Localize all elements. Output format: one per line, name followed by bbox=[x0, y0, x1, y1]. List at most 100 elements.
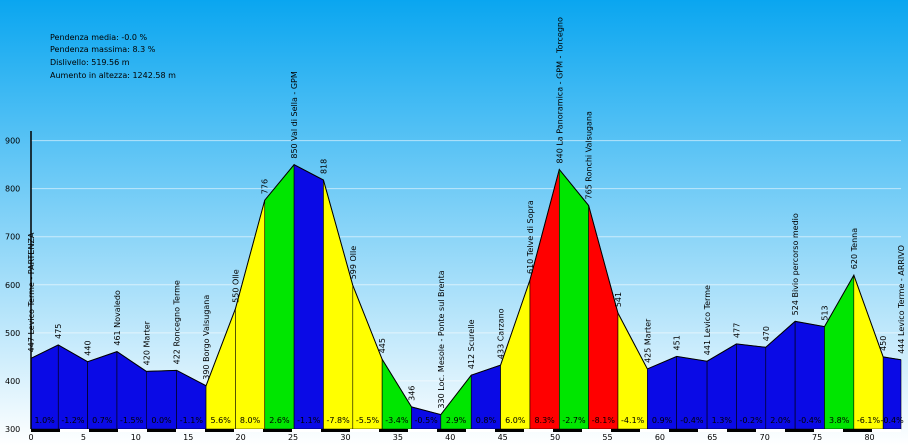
x-axis-scale-block bbox=[756, 429, 785, 432]
x-axis-scale-block bbox=[727, 429, 756, 432]
grade-labels: 1.0% -1.2% 0.7% -1.5% 0.0% -1.1% 5.6% 8.0% 2.6% -… bbox=[34, 416, 904, 425]
x-tick-label: 25 bbox=[288, 433, 298, 442]
stat-max-grade: Pendenza massima: 8.3 % bbox=[50, 45, 156, 54]
stat-elevation-difference: Dislivello: 519.56 m bbox=[50, 58, 130, 67]
waypoint-label: 447 Levico Terme - PARTENZA bbox=[27, 232, 36, 352]
x-axis-scale-block bbox=[872, 429, 901, 432]
waypoint-label: 445 bbox=[378, 338, 387, 353]
grade-label: -1.1% bbox=[297, 416, 321, 425]
x-axis-scale-block bbox=[263, 429, 292, 432]
axes: 300 400 500 600 700 800 900 0 5 10 15 20 25 30 35 40 45 5… bbox=[5, 131, 901, 442]
waypoint-labels: 447 Levico Terme - PARTENZA 475 440 461 Nov… bbox=[27, 17, 906, 409]
waypoint-label: 840 La Panoramica - GPM - Torcegno bbox=[555, 17, 564, 163]
waypoint-label: 346 bbox=[407, 386, 416, 401]
x-axis-scale-block bbox=[553, 429, 582, 432]
y-tick-label: 300 bbox=[5, 425, 20, 434]
x-tick-label: 15 bbox=[183, 433, 193, 442]
y-tick-label: 600 bbox=[5, 281, 20, 290]
x-axis-scale-block bbox=[379, 429, 408, 432]
waypoint-label: 475 bbox=[54, 324, 63, 339]
y-tick-label: 400 bbox=[5, 377, 20, 386]
x-axis-scale-block bbox=[321, 429, 350, 432]
waypoint-label: 524 Bivio percorso medio bbox=[791, 213, 800, 315]
x-axis-scale-block bbox=[31, 429, 60, 432]
grade-label: -2.7% bbox=[562, 416, 586, 425]
x-tick-label: 35 bbox=[393, 433, 403, 442]
x-axis-scale-block bbox=[785, 429, 814, 432]
grade-label: -0.2% bbox=[739, 416, 763, 425]
waypoint-label: 451 bbox=[673, 335, 682, 350]
elevation-segment bbox=[558, 168, 589, 430]
x-axis-scale-block bbox=[495, 429, 524, 432]
grade-label: -5.5% bbox=[356, 416, 380, 425]
grade-label: -1.2% bbox=[61, 416, 85, 425]
waypoint-label: 776 bbox=[261, 179, 270, 194]
waypoint-label: 550 Olle bbox=[231, 269, 240, 303]
grade-label: 0.9% bbox=[652, 416, 673, 425]
x-axis-scale-block bbox=[60, 429, 89, 432]
x-axis-scale-block bbox=[611, 429, 640, 432]
waypoint-label: 425 Marter bbox=[643, 318, 652, 363]
waypoint-label: 765 Ronchi Valsugana bbox=[585, 111, 594, 199]
grade-label: -0.4% bbox=[798, 416, 822, 425]
elevation-outline bbox=[30, 164, 902, 416]
stats-box: Pendenza media: -0.0 % Pendenza massima:… bbox=[50, 33, 176, 80]
grade-label: 5.6% bbox=[211, 416, 232, 425]
grade-label: -4.1% bbox=[621, 416, 645, 425]
x-tick-label: 0 bbox=[28, 433, 33, 442]
grade-label: -7.8% bbox=[327, 416, 351, 425]
waypoint-label: 412 Scurelle bbox=[467, 319, 476, 369]
grade-label: 0.8% bbox=[476, 416, 497, 425]
waypoint-label: 330 Loc. Mesole - Ponte sul Brenta bbox=[437, 270, 446, 408]
waypoint-label: 390 Borgo Valsugana bbox=[202, 295, 211, 380]
grade-label: 2.6% bbox=[269, 416, 290, 425]
x-axis-scale-block bbox=[292, 429, 321, 432]
y-tick-label: 500 bbox=[5, 329, 20, 338]
y-tick-label: 700 bbox=[5, 233, 20, 242]
elevation-line bbox=[30, 164, 902, 416]
x-tick-label: 5 bbox=[81, 433, 86, 442]
elevation-areas bbox=[30, 163, 902, 430]
x-tick-label: 80 bbox=[864, 433, 874, 442]
waypoint-label: 610 Telve di Sopra bbox=[526, 200, 535, 274]
grade-label: 3.8% bbox=[829, 416, 850, 425]
x-axis-scale-block bbox=[350, 429, 379, 432]
grade-label: -0.4% bbox=[880, 416, 904, 425]
y-tick-label: 900 bbox=[5, 137, 20, 146]
x-axis-scale-block bbox=[176, 429, 205, 432]
x-axis-scale-block bbox=[147, 429, 176, 432]
waypoint-label: 541 bbox=[614, 292, 623, 307]
x-tick-label: 65 bbox=[707, 433, 717, 442]
waypoint-label: 818 bbox=[319, 159, 328, 174]
x-tick-label: 40 bbox=[445, 433, 455, 442]
x-tick-label: 30 bbox=[340, 433, 350, 442]
x-axis-scale-block bbox=[669, 429, 698, 432]
x-axis-scale-block bbox=[234, 429, 263, 432]
x-axis-scale-block bbox=[205, 429, 234, 432]
grade-label: -0.4% bbox=[680, 416, 704, 425]
x-axis-scale-block bbox=[640, 429, 669, 432]
x-tick-label: 50 bbox=[550, 433, 560, 442]
grade-label: -6.1% bbox=[857, 416, 881, 425]
grade-label: 2.0% bbox=[770, 416, 791, 425]
stat-avg-grade: Pendenza media: -0.0 % bbox=[50, 33, 148, 42]
waypoint-label: 620 Tenna bbox=[850, 228, 859, 269]
waypoint-label: 420 Marter bbox=[142, 320, 151, 365]
grade-label: 6.0% bbox=[505, 416, 526, 425]
grade-label: -1.1% bbox=[180, 416, 204, 425]
grade-label: 0.0% bbox=[151, 416, 172, 425]
x-axis-scale-block bbox=[89, 429, 118, 432]
grade-label: -3.4% bbox=[385, 416, 409, 425]
waypoint-label: 477 bbox=[732, 323, 741, 338]
x-tick-label: 55 bbox=[602, 433, 612, 442]
x-tick-label: 20 bbox=[236, 433, 246, 442]
x-tick-label: 75 bbox=[812, 433, 822, 442]
waypoint-label: 422 Roncegno Terme bbox=[173, 280, 182, 364]
x-axis-scale-block bbox=[814, 429, 843, 432]
x-axis-scale-block bbox=[437, 429, 466, 432]
waypoint-label: 470 bbox=[762, 326, 771, 341]
x-axis-scale-block bbox=[698, 429, 727, 432]
elevation-segment bbox=[264, 163, 295, 430]
x-tick-label: 10 bbox=[131, 433, 141, 442]
